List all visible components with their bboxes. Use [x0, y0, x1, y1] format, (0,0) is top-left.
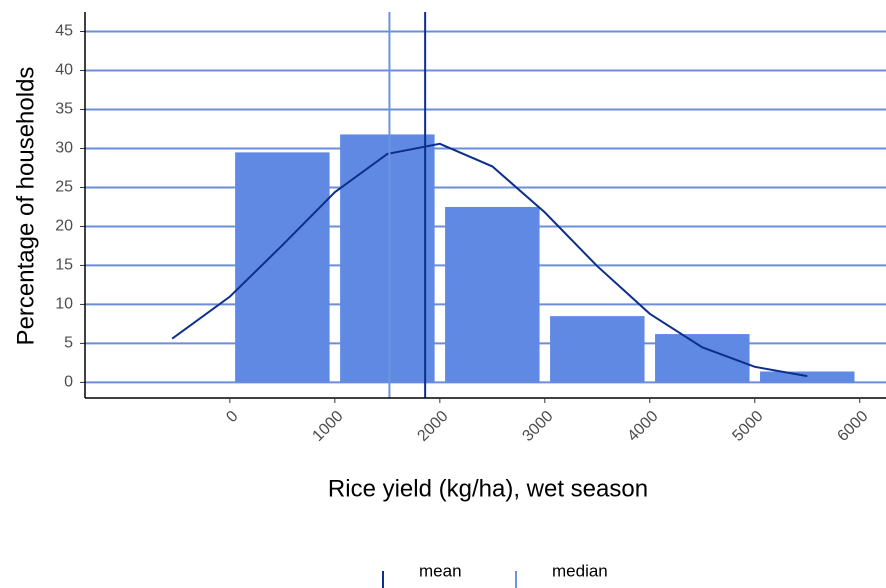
y-tick-label: 0	[64, 374, 73, 391]
x-tick-label: 2000	[414, 408, 451, 445]
x-axis-title: Rice yield (kg/ha), wet season	[328, 475, 648, 502]
y-axis-title: Percentage of households	[12, 67, 39, 346]
x-tick-label: 6000	[834, 408, 871, 445]
x-tick-label: 3000	[519, 408, 556, 445]
x-tick-label: 4000	[624, 408, 661, 445]
bar	[340, 134, 435, 383]
y-tick-label: 5	[64, 335, 73, 352]
x-tick-label: 5000	[729, 408, 766, 445]
y-tick-label: 25	[55, 179, 73, 196]
y-tick-label: 45	[55, 23, 73, 40]
y-tick-label: 35	[55, 101, 73, 118]
y-tick-label: 20	[55, 218, 73, 235]
bar	[235, 152, 330, 383]
bar	[550, 316, 645, 383]
y-tick-label: 40	[55, 62, 73, 79]
x-tick-label: 0	[223, 408, 241, 426]
bar	[760, 371, 855, 383]
x-tick-label: 1000	[309, 408, 346, 445]
bar	[445, 206, 540, 383]
bar	[655, 334, 750, 383]
legend-label: median	[552, 561, 608, 580]
legend-label: mean	[419, 561, 462, 580]
y-tick-label: 10	[55, 296, 73, 313]
y-tick-label: 15	[55, 257, 73, 274]
density-curve	[171, 142, 808, 378]
y-tick-label: 30	[55, 140, 73, 157]
